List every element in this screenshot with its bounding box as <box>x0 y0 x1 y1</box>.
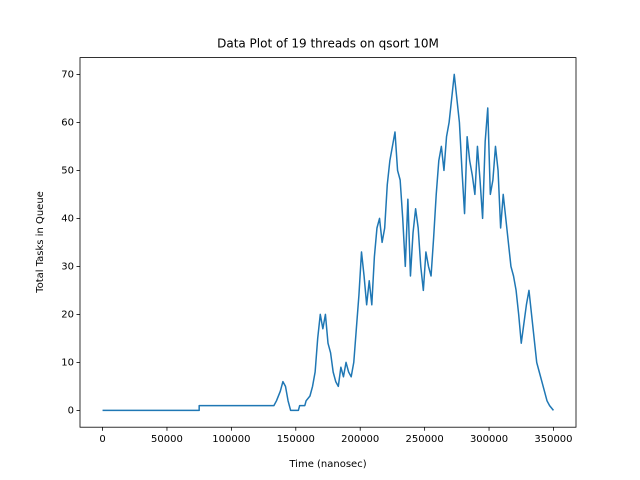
y-tick-label: 50 <box>61 165 74 176</box>
plot-frame <box>79 57 577 428</box>
data-line <box>102 73 555 412</box>
y-tick-label: 40 <box>61 213 74 224</box>
x-tick-label: 0 <box>99 434 105 445</box>
x-axis-label: Time (nanosec) <box>288 459 366 470</box>
x-tick-label: 250000 <box>406 434 444 445</box>
x-tick-label: 50000 <box>151 434 183 445</box>
x-tick-label: 150000 <box>277 434 315 445</box>
x-tick-label: 300000 <box>470 434 508 445</box>
x-tick-label: 100000 <box>212 434 250 445</box>
y-tick-label: 60 <box>61 117 74 128</box>
y-tick-label: 70 <box>61 69 74 80</box>
y-tick-label: 20 <box>61 309 74 320</box>
y-tick-label: 30 <box>61 261 74 272</box>
chart-title: Data Plot of 19 threads on qsort 10M <box>217 37 439 51</box>
x-tick-label: 350000 <box>534 434 572 445</box>
x-tick-label: 200000 <box>341 434 379 445</box>
y-tick-label: 0 <box>68 405 74 416</box>
y-tick-label: 10 <box>61 357 74 368</box>
y-axis-label: Total Tasks in Queue <box>35 191 46 294</box>
